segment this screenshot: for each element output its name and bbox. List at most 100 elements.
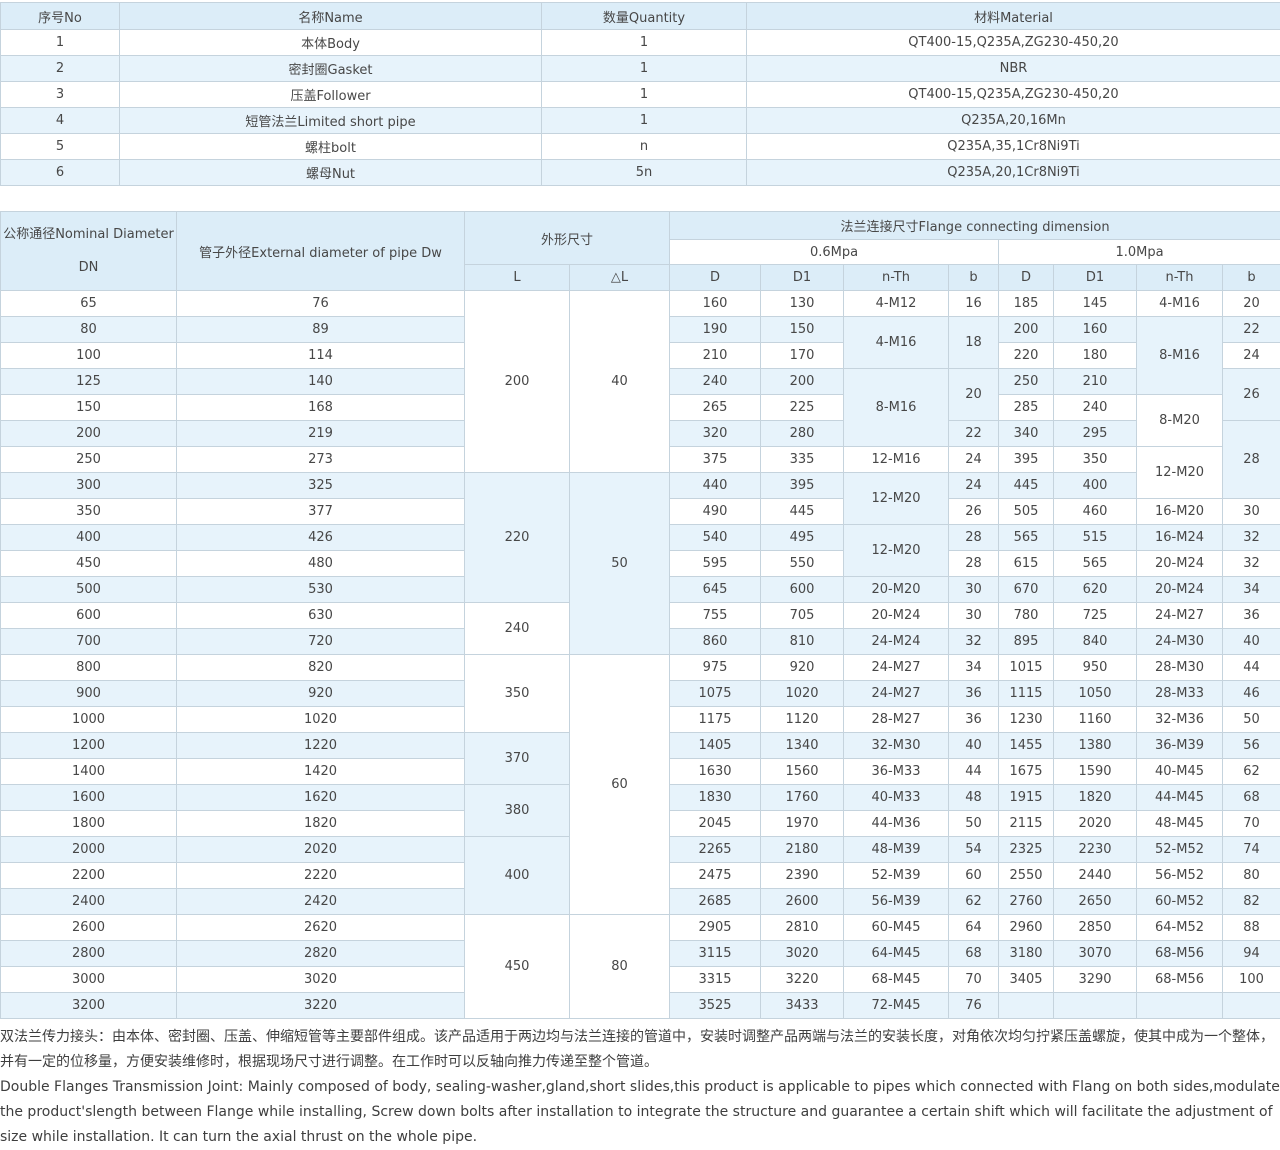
dimension-cell: 44-M36	[844, 811, 949, 837]
dimension-cell: 190	[670, 317, 761, 343]
dimension-cell: 89	[177, 317, 465, 343]
dimension-cell: 48-M39	[844, 837, 949, 863]
dimension-cell: 2115	[999, 811, 1054, 837]
dim-subheader-deltaL: △L	[570, 265, 670, 291]
dimension-cell: 64-M52	[1137, 915, 1223, 941]
dimension-cell: 28-M33	[1137, 681, 1223, 707]
dimension-cell: 375	[670, 447, 761, 473]
dimension-cell: 8-M16	[844, 369, 949, 447]
dimension-cell: 1620	[177, 785, 465, 811]
dimension-cell: 1405	[670, 733, 761, 759]
dimension-cell: 860	[670, 629, 761, 655]
dimension-cell: 620	[1054, 577, 1137, 603]
dimension-cell: 28-M27	[844, 707, 949, 733]
dimension-cell: 2905	[670, 915, 761, 941]
dimension-cell: 68-M56	[1137, 941, 1223, 967]
dimension-cell: 30	[949, 603, 999, 629]
dimension-cell: 60	[949, 863, 999, 889]
dimension-cell: 320	[670, 421, 761, 447]
dimension-cell: 1115	[999, 681, 1054, 707]
dim-header-dn-line1: 公称通径Nominal Diameter	[3, 218, 174, 251]
parts-cell: 1	[542, 30, 747, 56]
dimension-cell: 16-M20	[1137, 499, 1223, 525]
dimension-cell: 426	[177, 525, 465, 551]
dimension-cell: 340	[999, 421, 1054, 447]
dimension-cell: 150	[761, 317, 844, 343]
dimension-cell: 1820	[1054, 785, 1137, 811]
dimension-cell: 400	[1054, 473, 1137, 499]
dimension-cell: 24	[949, 473, 999, 499]
dimension-cell: 1455	[999, 733, 1054, 759]
dimension-cell: 80	[570, 915, 670, 1019]
dimension-cell: 32	[1223, 525, 1280, 551]
dimension-cell: 220	[465, 473, 570, 603]
dimension-cell: 220	[999, 343, 1054, 369]
dimension-cell: 36-M39	[1137, 733, 1223, 759]
dim-header-dn: 公称通径Nominal Diameter DN	[1, 212, 177, 291]
dimension-cell: 56	[1223, 733, 1280, 759]
description-notes: 双法兰传力接头：由本体、密封圈、压盖、伸缩短管等主要部件组成。该产品适用于两边均…	[0, 1025, 1280, 1150]
dimension-cell: 1075	[670, 681, 761, 707]
dim-subheader-D-06: D	[670, 265, 761, 291]
dimension-cell: 40	[949, 733, 999, 759]
dimension-cell: 1220	[177, 733, 465, 759]
dimension-cell: 125	[1, 369, 177, 395]
dimension-cell: 1600	[1, 785, 177, 811]
parts-cell: 螺柱bolt	[120, 134, 542, 160]
dim-subheader-nTh-06: n-Th	[844, 265, 949, 291]
parts-cell: 1	[1, 30, 120, 56]
dimension-cell: 3115	[670, 941, 761, 967]
dimension-cell: 380	[465, 785, 570, 837]
dimension-cell: 490	[670, 499, 761, 525]
dimension-cell: 273	[177, 447, 465, 473]
dimension-cell: 3405	[999, 967, 1054, 993]
dimension-cell: 60-M45	[844, 915, 949, 941]
parts-cell: 1	[542, 108, 747, 134]
dimension-cell: 48-M45	[1137, 811, 1223, 837]
dimension-cell: 2020	[1054, 811, 1137, 837]
dimension-cell: 32	[1223, 551, 1280, 577]
dimension-cell: 60-M52	[1137, 889, 1223, 915]
dimension-cell: 810	[761, 629, 844, 655]
dimension-cell: 52-M52	[1137, 837, 1223, 863]
dimension-cell: 1020	[177, 707, 465, 733]
dimension-cell: 20-M20	[844, 577, 949, 603]
dimension-cell: 480	[177, 551, 465, 577]
dimension-cell: 28	[1223, 421, 1280, 499]
dimension-cell: 1000	[1, 707, 177, 733]
dimension-cell: 300	[1, 473, 177, 499]
note-en: Double Flanges Transmission Joint: Mainl…	[0, 1075, 1280, 1150]
parts-cell: 5n	[542, 160, 747, 186]
dimension-cell: 2550	[999, 863, 1054, 889]
parts-cell: 4	[1, 108, 120, 134]
dim-subheader-b-06: b	[949, 265, 999, 291]
dimension-cell: 1970	[761, 811, 844, 837]
dimension-cell: 34	[949, 655, 999, 681]
dimension-cell: 28-M30	[1137, 655, 1223, 681]
dimension-cell: 720	[177, 629, 465, 655]
dimension-cell	[1223, 993, 1280, 1019]
dimension-cell: 2440	[1054, 863, 1137, 889]
dimension-cell: 2685	[670, 889, 761, 915]
dimension-cell: 82	[1223, 889, 1280, 915]
dimension-cell: 80	[1223, 863, 1280, 889]
dimension-cell: 62	[1223, 759, 1280, 785]
dimension-cell: 3220	[761, 967, 844, 993]
dimension-cell: 150	[1, 395, 177, 421]
dimension-cell: 24	[1223, 343, 1280, 369]
dimension-cell: 240	[465, 603, 570, 655]
dim-header-dw: 管子外径External diameter of pipe Dw	[177, 212, 465, 291]
dimension-cell: 3433	[761, 993, 844, 1019]
dimension-cell: 3290	[1054, 967, 1137, 993]
dimension-cell: 3020	[761, 941, 844, 967]
dim-subheader-L: L	[465, 265, 570, 291]
dimension-cell: 74	[1223, 837, 1280, 863]
parts-cell: 6	[1, 160, 120, 186]
dimension-cell: 36	[949, 681, 999, 707]
parts-cell: NBR	[747, 56, 1280, 82]
dimension-cell: 22	[949, 421, 999, 447]
dimension-cell: 445	[999, 473, 1054, 499]
